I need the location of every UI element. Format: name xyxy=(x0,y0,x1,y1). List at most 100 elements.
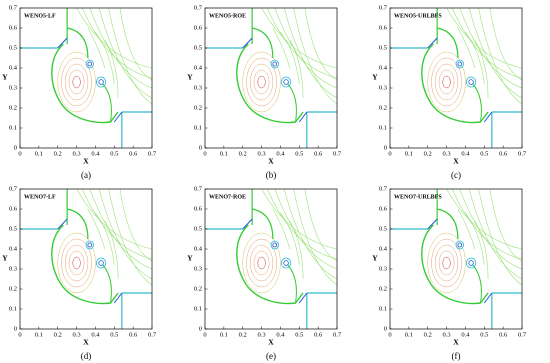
y-tick-label: 0.4 xyxy=(379,245,388,252)
x-tick-label: 0.4 xyxy=(461,150,470,157)
x-axis-label: X xyxy=(83,338,89,347)
panel-title: WENO7-URLBFS xyxy=(394,194,442,200)
x-tick-label: 0.1 xyxy=(405,150,413,157)
x-tick-label: 0 xyxy=(203,150,206,157)
plot-frame xyxy=(389,7,523,149)
panel-title: WENO5-URLBFS xyxy=(394,13,442,19)
plot-frame xyxy=(204,7,338,149)
contour-plot xyxy=(390,8,522,148)
y-tick-label: 0.6 xyxy=(379,205,388,212)
x-tick-label: 0 xyxy=(388,331,391,338)
panel-caption: (a) xyxy=(81,170,91,180)
y-tick-label: 0.2 xyxy=(194,104,202,111)
y-tick-label: 0.3 xyxy=(9,265,17,272)
panel-title: WENO7-LF xyxy=(24,194,56,200)
x-axis-label: X xyxy=(83,157,89,166)
y-tick-label: 0.1 xyxy=(194,124,202,131)
x-tick-label: 0.1 xyxy=(220,150,228,157)
panel-caption: (c) xyxy=(451,170,461,180)
x-tick-label: 0.4 xyxy=(276,150,285,157)
x-axis-label: X xyxy=(268,157,274,166)
panel-title: WENO5-LF xyxy=(24,13,56,19)
y-tick-label: 0.2 xyxy=(9,285,17,292)
plot-frame xyxy=(389,188,523,330)
y-tick-label: 0.4 xyxy=(379,64,388,71)
y-tick-label: 0.5 xyxy=(9,225,17,232)
y-tick-label: 0 xyxy=(14,144,17,151)
x-tick-label: 0.6 xyxy=(314,150,323,157)
x-tick-label: 0.6 xyxy=(314,331,323,338)
y-tick-label: 0.1 xyxy=(379,124,387,131)
x-tick-label: 0.2 xyxy=(54,150,62,157)
x-tick-label: 0.7 xyxy=(333,331,342,338)
contour-plot xyxy=(20,8,152,148)
x-tick-label: 0 xyxy=(18,331,21,338)
x-tick-label: 0 xyxy=(203,331,206,338)
x-tick-label: 0.2 xyxy=(54,331,62,338)
y-tick-label: 0 xyxy=(199,144,202,151)
x-tick-label: 0.1 xyxy=(35,331,43,338)
x-tick-label: 0.4 xyxy=(276,331,285,338)
y-tick-label: 0.3 xyxy=(194,265,202,272)
x-tick-label: 0.3 xyxy=(443,150,451,157)
y-tick-label: 0.7 xyxy=(194,185,203,192)
y-tick-label: 0 xyxy=(384,325,387,332)
y-tick-label: 0.1 xyxy=(379,305,387,312)
x-tick-label: 0.3 xyxy=(73,150,81,157)
contour-plot xyxy=(20,189,152,329)
x-tick-label: 0.6 xyxy=(129,331,138,338)
y-tick-label: 0 xyxy=(14,325,17,332)
y-tick-label: 0.6 xyxy=(194,205,203,212)
panel-title: WENO5-ROE xyxy=(209,13,246,19)
y-tick-label: 0.5 xyxy=(379,225,387,232)
y-tick-label: 0 xyxy=(384,144,387,151)
plot-frame xyxy=(19,188,153,330)
y-tick-label: 0.2 xyxy=(9,104,17,111)
x-tick-label: 0.5 xyxy=(480,150,488,157)
x-tick-label: 0.2 xyxy=(239,150,247,157)
y-tick-label: 0.3 xyxy=(9,84,17,91)
panel-caption: (b) xyxy=(266,170,277,180)
y-tick-label: 0.4 xyxy=(9,245,18,252)
y-tick-label: 0.5 xyxy=(194,225,202,232)
x-tick-label: 0.5 xyxy=(110,150,118,157)
panel-caption: (f) xyxy=(452,351,461,361)
x-tick-label: 0.1 xyxy=(35,150,43,157)
x-tick-label: 0 xyxy=(18,150,21,157)
contour-plot xyxy=(205,189,337,329)
y-tick-label: 0.7 xyxy=(9,185,18,192)
y-axis-label: Y xyxy=(187,73,193,82)
x-tick-label: 0.2 xyxy=(239,331,247,338)
x-tick-label: 0.2 xyxy=(424,331,432,338)
contour-plot xyxy=(205,8,337,148)
x-tick-label: 0.6 xyxy=(499,150,508,157)
x-tick-label: 0.4 xyxy=(91,331,100,338)
y-tick-label: 0 xyxy=(199,325,202,332)
y-axis-label: Y xyxy=(372,254,378,263)
x-axis-label: X xyxy=(453,338,459,347)
contour-plot xyxy=(390,189,522,329)
y-tick-label: 0.5 xyxy=(194,44,202,51)
x-tick-label: 0.3 xyxy=(73,331,81,338)
x-tick-label: 0.5 xyxy=(480,331,488,338)
panel-title: WENO7-ROE xyxy=(209,194,246,200)
y-tick-label: 0.5 xyxy=(379,44,387,51)
x-tick-label: 0.3 xyxy=(258,331,266,338)
plot-frame xyxy=(19,7,153,149)
y-tick-label: 0.7 xyxy=(379,185,388,192)
y-tick-label: 0.6 xyxy=(9,24,18,31)
x-tick-label: 0.7 xyxy=(148,150,157,157)
x-tick-label: 0.4 xyxy=(461,331,470,338)
y-tick-label: 0.4 xyxy=(194,64,203,71)
y-tick-label: 0.2 xyxy=(379,104,387,111)
y-tick-label: 0.1 xyxy=(194,305,202,312)
y-tick-label: 0.5 xyxy=(9,44,17,51)
x-axis-label: X xyxy=(268,338,274,347)
y-axis-label: Y xyxy=(2,73,8,82)
x-tick-label: 0.4 xyxy=(91,150,100,157)
y-axis-label: Y xyxy=(372,73,378,82)
x-tick-label: 0.1 xyxy=(405,331,413,338)
y-tick-label: 0.4 xyxy=(9,64,18,71)
x-tick-label: 0.6 xyxy=(499,331,508,338)
